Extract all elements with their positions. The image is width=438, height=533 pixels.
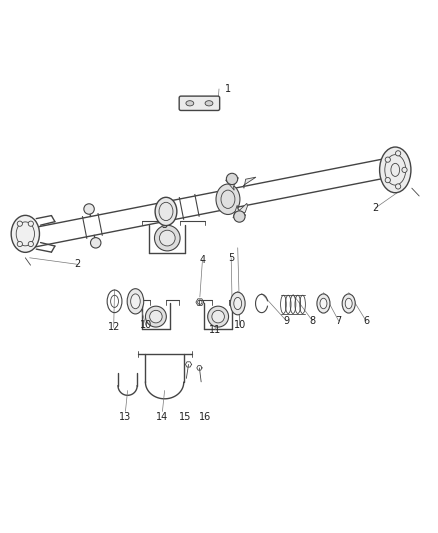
Ellipse shape <box>320 298 327 309</box>
Ellipse shape <box>342 294 355 313</box>
Ellipse shape <box>216 184 240 214</box>
Text: 7: 7 <box>336 316 342 326</box>
Circle shape <box>84 204 94 214</box>
Text: 3: 3 <box>162 220 168 230</box>
Ellipse shape <box>208 306 229 327</box>
Text: 2: 2 <box>74 260 81 269</box>
Polygon shape <box>235 204 247 214</box>
Circle shape <box>226 173 238 184</box>
Text: 10: 10 <box>140 320 152 330</box>
Circle shape <box>28 221 33 227</box>
Polygon shape <box>226 177 238 190</box>
Text: 15: 15 <box>179 411 191 422</box>
Ellipse shape <box>131 294 140 309</box>
Circle shape <box>17 221 22 227</box>
Ellipse shape <box>234 297 242 310</box>
Text: 13: 13 <box>119 411 131 422</box>
Ellipse shape <box>186 101 194 106</box>
Ellipse shape <box>11 215 39 252</box>
Ellipse shape <box>155 225 180 251</box>
Text: 10: 10 <box>234 320 246 330</box>
Polygon shape <box>233 205 246 218</box>
Ellipse shape <box>205 101 213 106</box>
Circle shape <box>402 167 407 173</box>
Circle shape <box>385 157 390 162</box>
Text: 1: 1 <box>225 84 231 94</box>
Circle shape <box>396 151 401 156</box>
Circle shape <box>17 241 22 247</box>
Ellipse shape <box>345 298 352 309</box>
Text: 5: 5 <box>228 253 234 263</box>
Ellipse shape <box>127 289 144 314</box>
Ellipse shape <box>317 294 330 313</box>
Ellipse shape <box>380 147 411 193</box>
Ellipse shape <box>212 310 224 323</box>
Circle shape <box>396 184 401 189</box>
Ellipse shape <box>150 310 162 323</box>
Text: 16: 16 <box>199 411 211 422</box>
Ellipse shape <box>230 292 245 315</box>
FancyBboxPatch shape <box>179 96 219 110</box>
Text: 8: 8 <box>310 316 316 326</box>
Ellipse shape <box>145 306 166 327</box>
Text: 4: 4 <box>199 255 205 265</box>
Circle shape <box>234 211 245 222</box>
Text: 11: 11 <box>209 325 222 335</box>
Circle shape <box>91 238 101 248</box>
Ellipse shape <box>155 197 177 225</box>
Text: 6: 6 <box>363 316 369 326</box>
Polygon shape <box>244 177 256 188</box>
Text: 2: 2 <box>373 203 379 213</box>
Circle shape <box>28 241 33 247</box>
Circle shape <box>385 177 390 183</box>
Ellipse shape <box>159 230 175 246</box>
Text: 14: 14 <box>156 411 169 422</box>
Text: 12: 12 <box>107 322 120 333</box>
Text: 9: 9 <box>283 316 290 326</box>
